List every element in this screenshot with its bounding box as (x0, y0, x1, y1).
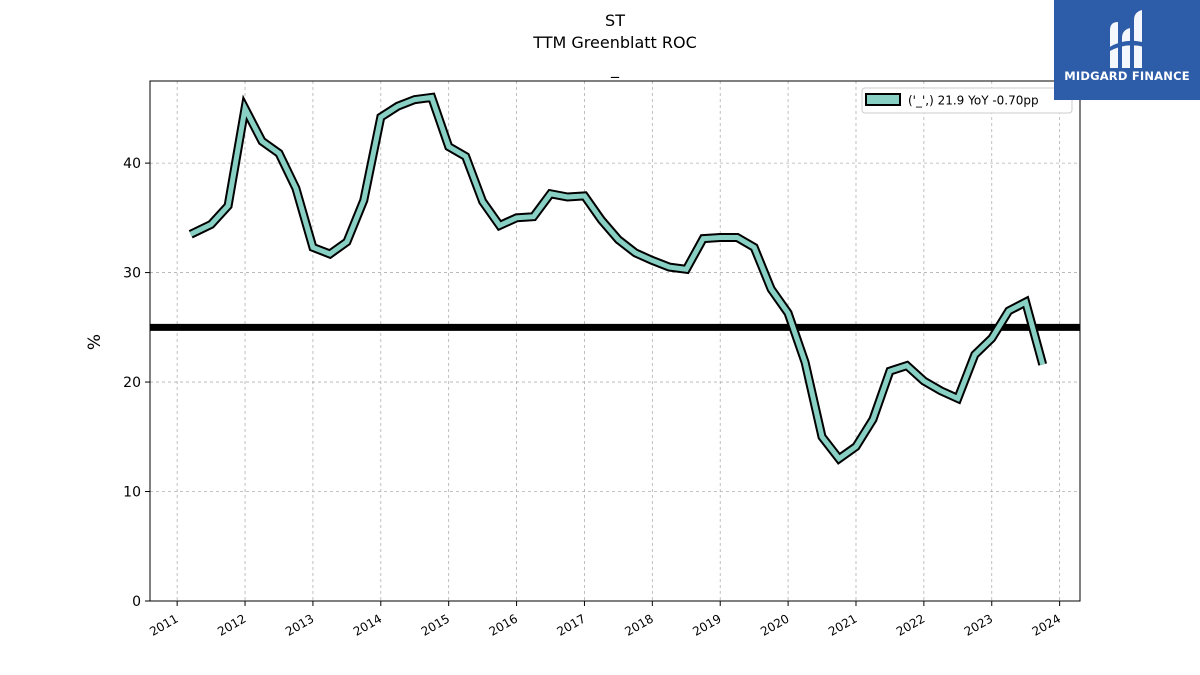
y-tick-label: 40 (123, 156, 141, 172)
x-tick-label: 2012 (215, 611, 248, 638)
x-tick-label: 2011 (147, 611, 180, 638)
y-tick-label: 0 (132, 594, 141, 610)
x-tick-label: 2013 (283, 611, 316, 638)
legend-label: ('_',) 21.9 YoY -0.70pp (908, 94, 1039, 108)
x-tick-label: 2017 (554, 611, 587, 638)
x-tick-label: 2022 (894, 611, 927, 638)
x-tick-label: 2015 (419, 611, 452, 638)
x-tick-label: 2016 (487, 611, 520, 638)
brand-mark-icon (1108, 10, 1148, 68)
x-tick-label: 2024 (1030, 611, 1063, 638)
chart-title: ST TTM Greenblatt ROC _ (532, 11, 697, 79)
title-line: _ (610, 59, 620, 79)
grid (150, 81, 1080, 601)
x-tick-label: 2023 (962, 611, 995, 638)
x-axis: 2011 2012 2013 2014 2015 2016 2017 2018 2019 2020… (147, 601, 1063, 639)
legend-box (861, 87, 1073, 114)
x-tick-label: 2020 (758, 611, 791, 638)
x-tick-label: 2019 (690, 611, 723, 638)
legend-swatch (865, 93, 901, 106)
brand-logo: MIDGARD FINANCE (1054, 0, 1200, 100)
series-line (189, 94, 1046, 463)
y-tick-label: 10 (123, 485, 141, 501)
y-axis: 0 10 20 30 40 (123, 156, 150, 610)
series (188, 92, 1048, 465)
title-line: TTM Greenblatt ROC (532, 33, 697, 52)
title-line: ST (605, 11, 625, 30)
y-axis-label: % (85, 334, 105, 350)
x-tick-label: 2018 (622, 611, 655, 638)
x-tick-label: 2021 (826, 611, 859, 638)
y-tick-label: 20 (123, 375, 141, 391)
brand-name: MIDGARD FINANCE (1064, 69, 1190, 83)
series-line-outline (188, 92, 1048, 465)
x-tick-label: 2014 (351, 611, 384, 638)
y-tick-label: 30 (123, 266, 141, 282)
legend: ('_',) 21.9 YoY -0.70pp (861, 87, 1073, 114)
plot-frame (149, 80, 1081, 602)
